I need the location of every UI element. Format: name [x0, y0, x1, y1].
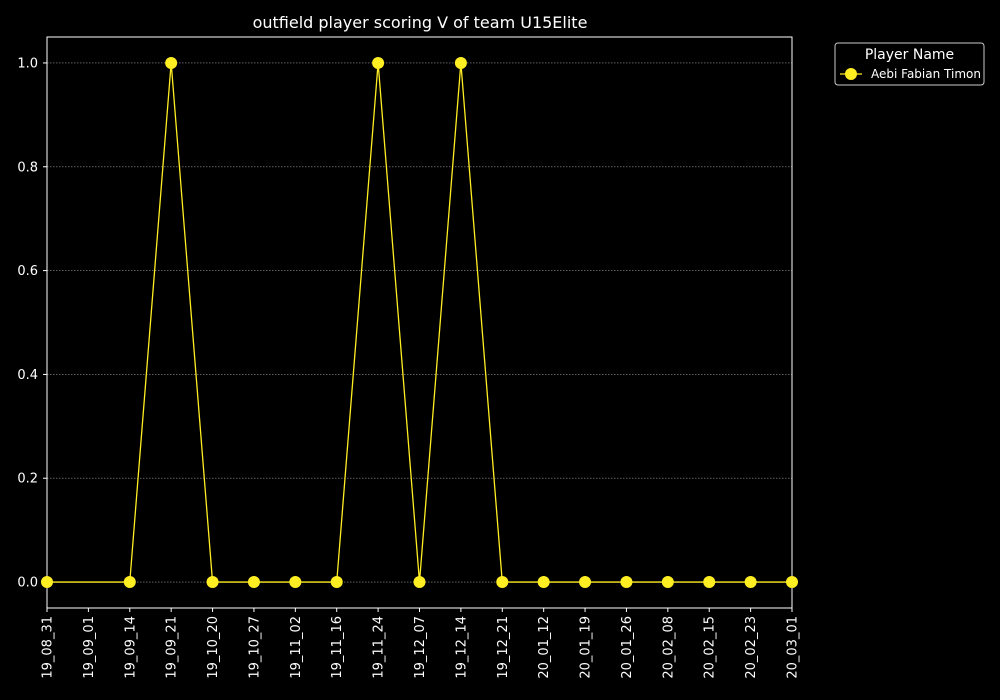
data-point — [289, 576, 302, 589]
legend-frame — [834, 42, 985, 86]
x-tick-label: 19_08_31 — [41, 616, 56, 679]
x-tick-label: 20_02_23 — [744, 616, 759, 679]
x-tick-label: 19_12_21 — [496, 616, 511, 679]
x-tick-label: 20_01_12 — [537, 616, 552, 679]
y-tick-label: 0.6 — [17, 264, 38, 279]
x-tick-label: 20_02_08 — [661, 616, 676, 679]
data-point — [413, 576, 426, 589]
x-tick-label: 19_10_27 — [247, 616, 262, 679]
data-point — [579, 576, 592, 589]
x-tick-label: 20_03_01 — [786, 616, 801, 679]
legend-label: Aebi Fabian Timon — [871, 67, 981, 81]
chart-title: outfield player scoring V of team U15Eli… — [253, 13, 588, 32]
x-tick-label: 19_12_07 — [413, 616, 428, 679]
x-tick-label: 19_09_14 — [123, 616, 138, 679]
data-point — [661, 576, 674, 589]
legend: Player Name Aebi Fabian Timon — [834, 42, 985, 86]
x-tick-label: 19_11_02 — [289, 616, 304, 679]
x-tick-label: 19_10_20 — [206, 616, 221, 679]
series-line — [47, 62, 792, 583]
y-tick-label: 0.0 — [17, 576, 38, 591]
y-tick-label: 0.8 — [17, 160, 38, 175]
y-tick-label: 0.4 — [17, 368, 38, 383]
data-point — [454, 56, 467, 69]
series-layer — [41, 56, 798, 589]
x-tick-label: 20_01_19 — [579, 616, 594, 679]
legend-title: Player Name — [865, 47, 954, 63]
y-tick-label: 1.0 — [17, 56, 38, 71]
data-point — [703, 576, 716, 589]
plot-frame — [46, 36, 793, 609]
x-tick-label: 19_09_21 — [165, 616, 180, 679]
legend-series-marker — [845, 68, 857, 80]
x-tick-label: 20_01_26 — [620, 616, 635, 679]
x-tick-label: 20_02_15 — [703, 616, 718, 679]
data-point — [123, 576, 136, 589]
y-tick-label: 0.2 — [17, 472, 38, 487]
x-tick-label: 19_12_14 — [454, 616, 469, 679]
data-point — [165, 56, 178, 69]
data-point — [41, 576, 53, 589]
data-point — [786, 576, 798, 589]
data-point — [744, 576, 757, 589]
data-point — [620, 576, 633, 589]
data-point — [372, 56, 385, 69]
data-point — [496, 576, 509, 589]
grid-lines — [47, 62, 792, 583]
x-tick-label: 19_11_16 — [330, 616, 345, 679]
axes: 0.0 0.2 0.4 0.6 0.8 1.0 19_08_31 19_09_01 19_09_… — [17, 36, 801, 679]
x-tick-label: 19_09_01 — [82, 616, 97, 679]
data-point — [206, 576, 219, 589]
data-point — [247, 576, 260, 589]
x-tick-label: 19_11_24 — [372, 616, 387, 679]
data-point — [330, 576, 343, 589]
data-point — [537, 576, 550, 589]
